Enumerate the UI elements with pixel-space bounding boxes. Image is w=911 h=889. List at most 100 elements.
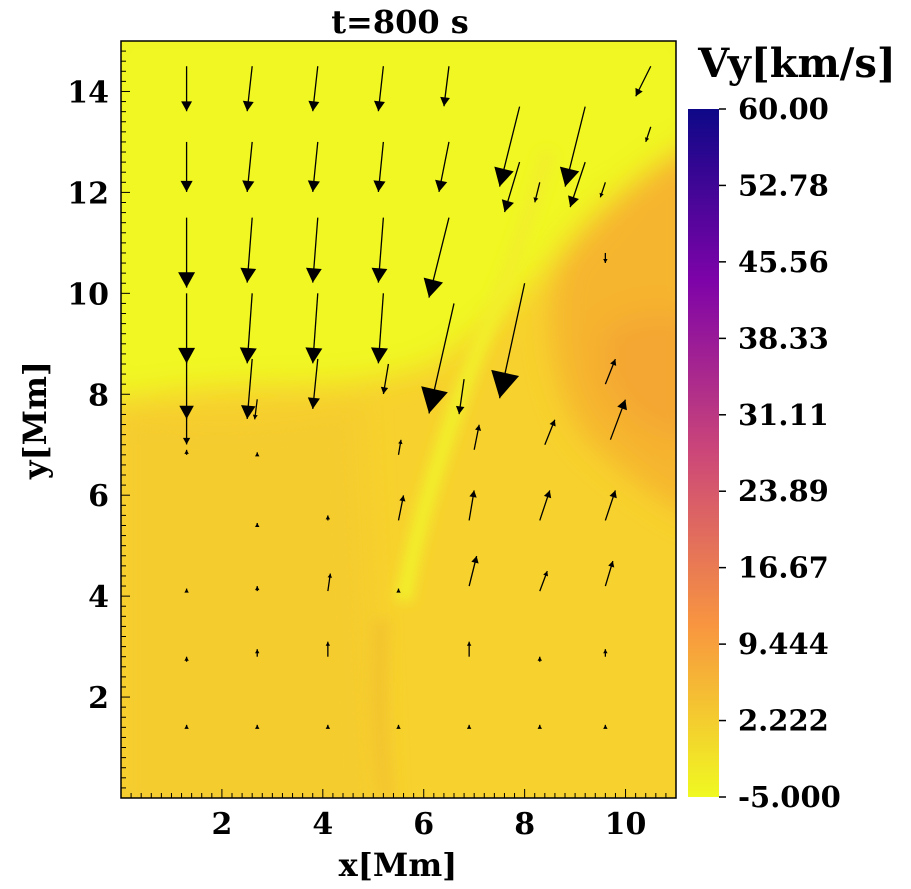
field-jet-tail [370,620,395,798]
velocity-arrow [242,66,254,112]
arrow-head [455,405,465,415]
arrow-head [242,180,255,192]
arrow-head [181,101,193,112]
chart-title: t=800 s [331,3,469,41]
velocity-arrow [537,724,542,729]
velocity-arrow [239,293,257,364]
arrow-head [252,414,258,420]
velocity-arrow [494,106,521,187]
velocity-arrow [435,141,450,193]
velocity-arrow [440,66,450,107]
velocity-arrow [396,588,401,593]
y-tick-label: 8 [88,378,109,413]
arrow-head [537,656,542,661]
arrow-head [178,347,196,364]
colorbar-tick-label: 60.00 [738,92,829,126]
arrow-head [494,166,514,187]
arrow-head [466,724,472,729]
arrow-head [370,347,388,364]
arrow-head [374,100,385,112]
arrow-head [469,490,477,498]
y-tick-label: 12 [67,176,109,211]
velocity-arrow [539,570,549,592]
velocity-arrow [559,106,586,187]
arrow-head [543,571,549,577]
velocity-arrow [609,399,627,440]
arrow-head [609,490,617,499]
arrow-head [371,267,388,283]
velocity-arrow [255,522,260,527]
arrow-head [242,100,254,112]
y-tick-label: 14 [67,75,109,110]
velocity-arrow [255,649,260,657]
arrow-head [543,490,552,499]
colorbar-title: Vy[km/s] [697,40,896,87]
arrow-head [255,724,260,729]
field-smoothing-layer [121,41,676,798]
velocity-arrow [255,586,260,592]
arrow-head [184,449,189,454]
arrow-head [537,724,542,729]
arrow-head [255,522,260,527]
velocity-arrow [491,283,526,399]
x-axis: 2 4 6 8 10 [130,789,677,842]
arrow-head [549,419,556,427]
arrow-head [501,199,514,213]
arrow-head [396,724,401,729]
colorbar-tick-label: 38.33 [738,321,829,355]
arrow-head [255,452,260,457]
field-diagonal-jet [395,150,556,602]
velocity-arrow [568,161,586,208]
arrow-head [466,641,472,646]
velocity-arrow [544,419,556,445]
x-tick-label: 6 [413,807,434,842]
velocity-arrow [178,293,196,364]
arrow-head [559,166,580,187]
velocity-arrow [370,293,388,364]
arrow-head [325,515,331,520]
x-tick-label: 4 [312,807,333,842]
arrow-head [305,347,323,364]
plot-frame [120,40,677,799]
arrow-head [398,439,403,445]
velocity-arrow [178,217,196,288]
field-lower-left [121,400,379,798]
velocity-arrow [181,66,193,112]
arrow-head [617,399,627,411]
arrow-head [325,724,331,729]
arrow-head [325,641,331,646]
velocity-arrow [184,656,189,662]
x-tick-label: 8 [514,807,535,842]
colorbar-ticks: 60.00 52.78 45.56 38.33 31.11 23.89 16.67 9.444… [719,92,841,814]
velocity-arrow [501,161,521,213]
velocity-arrow [635,65,652,97]
arrow-head [491,369,520,399]
velocity-arrow [184,724,189,729]
arrow-head [644,137,650,142]
velocity-vectors [178,65,652,729]
arrow-head [184,588,189,593]
arrow-head [399,495,406,502]
arrow-head [307,397,320,409]
velocity-arrow [307,141,320,192]
arrow-head [178,272,196,288]
arrow-head [603,724,608,729]
field-upper-region [121,41,676,398]
velocity-arrow [241,358,256,419]
velocity-arrow [455,379,465,415]
colorbar-tick-label: 23.89 [738,474,829,508]
velocity-arrow [380,363,390,395]
velocity-arrow [473,424,482,450]
velocity-arrow [603,252,608,263]
velocity-arrow [325,724,331,729]
arrow-head [307,180,320,192]
velocity-arrow [466,641,472,657]
arrow-head [239,347,257,364]
velocity-arrow [255,724,260,729]
colorbar [688,109,719,797]
arrow-head [599,192,604,198]
arrow-head [396,588,401,593]
velocity-arrow [325,641,331,657]
velocity-arrow [371,217,388,283]
velocity-arrow [421,303,455,414]
